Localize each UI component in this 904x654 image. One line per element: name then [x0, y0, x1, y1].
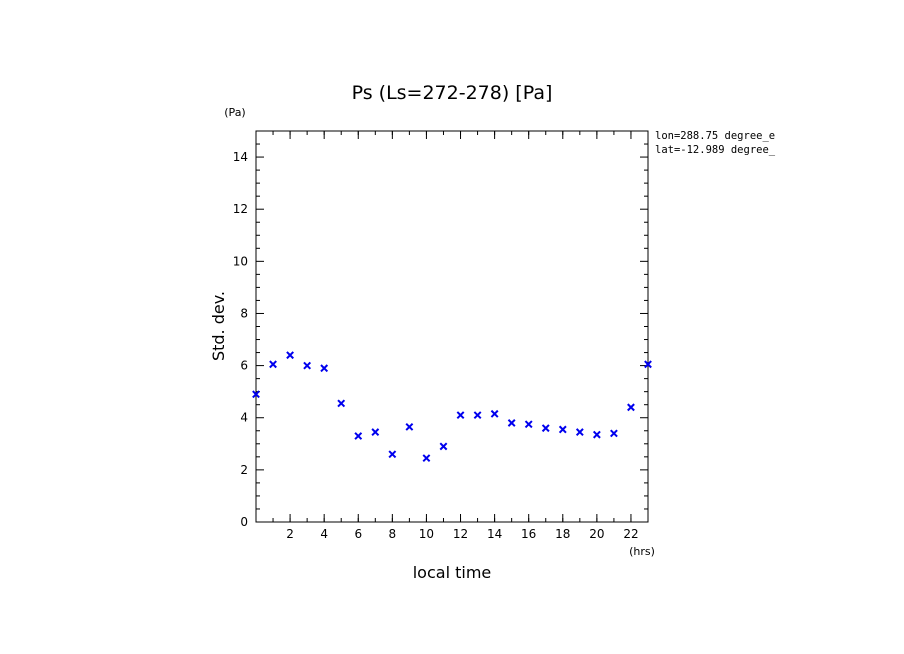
- data-point-marker: [388, 450, 397, 459]
- x-tick-label: 20: [589, 527, 604, 541]
- x-tick-label: 14: [487, 527, 502, 541]
- x-tick-label: 2: [286, 527, 294, 541]
- x-tick-label: 10: [419, 527, 434, 541]
- data-point-marker: [371, 428, 380, 436]
- y-tick-label: 0: [240, 515, 248, 529]
- x-axis-label: local time: [413, 563, 492, 582]
- data-point-marker: [439, 442, 448, 451]
- axes: 2 4 6 8 10 12 14 16 18 20 22 0 2 4 6 8 10 12 14: [233, 131, 648, 541]
- data-point-marker: [337, 399, 346, 408]
- lon-annotation: lon=288.75 degree_e: [655, 130, 775, 142]
- y-tick-label: 8: [240, 306, 248, 320]
- x-tick-label: 6: [354, 527, 362, 541]
- y-axis-unit: (Pa): [224, 106, 245, 119]
- y-tick-label: 6: [240, 359, 248, 373]
- x-tick-label: 18: [555, 527, 570, 541]
- lat-annotation: lat=-12.989 degree_: [655, 144, 776, 156]
- data-point-marker: [405, 422, 414, 431]
- data-point-marker: [627, 403, 635, 412]
- data-point-marker: [422, 454, 431, 463]
- chart-title: Ps (Ls=272-278) [Pa]: [352, 82, 553, 104]
- data-points: [252, 351, 652, 463]
- x-axis-unit: (hrs): [629, 545, 655, 558]
- y-tick-label: 2: [240, 463, 248, 477]
- data-point-marker: [320, 364, 329, 373]
- data-point-marker: [524, 420, 533, 429]
- data-point-marker: [354, 432, 363, 440]
- x-tick-label: 16: [521, 527, 536, 541]
- data-point-marker: [644, 360, 652, 369]
- y-tick-label: 12: [233, 202, 248, 216]
- plot-frame: [255, 130, 649, 523]
- x-tick-label: 4: [320, 527, 328, 541]
- y-tick-label: 4: [240, 411, 248, 425]
- data-point-marker: [575, 428, 584, 436]
- data-point-marker: [269, 360, 277, 369]
- data-point-marker: [490, 409, 499, 418]
- y-tick-label: 10: [233, 254, 248, 268]
- x-tick-label: 8: [389, 527, 397, 541]
- data-point-marker: [507, 419, 516, 427]
- data-point-marker: [303, 361, 312, 370]
- data-point-marker: [558, 425, 567, 434]
- data-point-marker: [541, 424, 550, 433]
- y-axis-label: Std. dev.: [209, 291, 228, 361]
- data-point-marker: [456, 411, 465, 420]
- data-point-marker: [252, 390, 260, 399]
- data-point-marker: [286, 351, 294, 360]
- y-tick-label: 14: [233, 150, 248, 164]
- data-point-marker: [592, 430, 601, 439]
- x-tick-label: 22: [623, 527, 638, 541]
- x-tick-label: 12: [453, 527, 468, 541]
- data-point-marker: [473, 411, 482, 420]
- data-point-marker: [610, 429, 618, 438]
